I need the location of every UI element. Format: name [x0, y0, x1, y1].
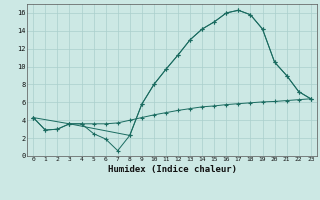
X-axis label: Humidex (Indice chaleur): Humidex (Indice chaleur): [108, 165, 236, 174]
